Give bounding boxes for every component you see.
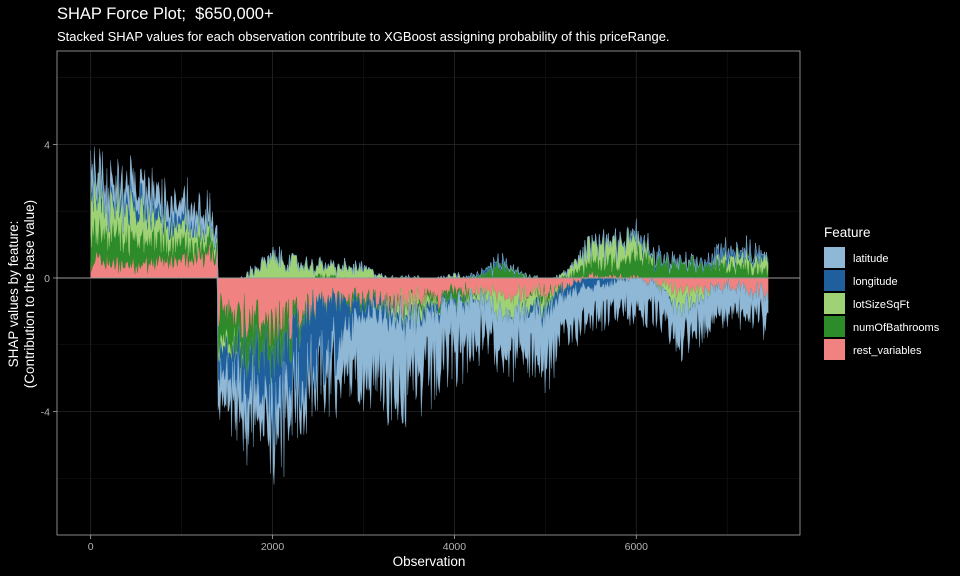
x-axis-title: Observation [393,554,466,569]
legend-title: Feature [824,225,871,240]
plot-panel-border [56,50,801,536]
legend-label-longitude: longitude [853,276,898,288]
y-axis-title-line1: SHAP values by feature: [6,221,21,368]
legend-swatch-latitude [824,247,845,268]
y-axis-title-line2: (Contribution to the base value) [22,200,37,388]
y-tick-label: 0 [44,273,50,285]
legend: Feature latitude longitude lotSizeSqFt numO… [824,225,940,360]
area-latitude-negative [90,277,769,485]
legend-swatch-longitude [824,270,845,291]
y-tick-label: -4 [41,406,50,418]
x-tick-label: 6000 [625,541,649,553]
axis-ticks: 0 2000 4000 6000 -4 0 4 [41,139,648,553]
area-latitude-positive [90,146,769,279]
legend-label-numOfBathrooms: numOfBathrooms [853,322,940,334]
legend-label-lotSizeSqFt: lotSizeSqFt [853,299,909,311]
y-tick-label: 4 [44,139,50,151]
x-tick-label: 0 [88,541,94,553]
stacked-areas [90,146,769,485]
x-tick-label: 2000 [261,541,285,553]
legend-label-rest_variables: rest_variables [853,345,922,357]
legend-swatch-lotSizeSqFt [824,293,845,314]
x-tick-label: 4000 [443,541,467,553]
legend-swatch-numOfBathrooms [824,316,845,337]
chart-subtitle: Stacked SHAP values for each observation… [57,29,670,44]
legend-swatch-rest_variables [824,339,845,360]
legend-label-latitude: latitude [853,253,888,265]
chart-title: SHAP Force Plot; $650,000+ [57,5,274,23]
